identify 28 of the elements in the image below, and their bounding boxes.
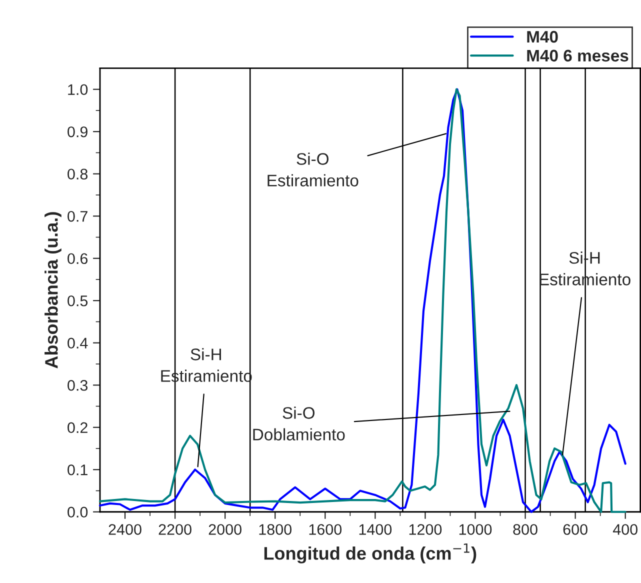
legend-label: M40: [527, 30, 558, 43]
legend-label: M40 6 meses: [527, 50, 628, 62]
y-tick-label: 0.3: [68, 380, 88, 391]
y-tick-label: 0.5: [68, 295, 88, 306]
y-tick-label: 0.2: [68, 422, 88, 434]
y-tick-label: 0.6: [68, 253, 88, 264]
x-tick-label: 1000: [459, 524, 492, 535]
x-tick-label: 800: [513, 524, 538, 535]
x-tick-label: 1800: [259, 524, 292, 535]
x-axis-title: Longitud de onda (cm$^{−1}$): [264, 543, 476, 564]
y-tick-label: 0.0: [68, 506, 88, 518]
y-tick-label: 1.0: [68, 84, 88, 96]
y-tick-label: 0.4: [68, 338, 88, 349]
y-axis-title: Absorbancia (u.a.): [44, 212, 62, 368]
x-tick-label: 400: [612, 524, 638, 535]
x-tick-label: 1600: [309, 524, 342, 535]
x-tick-label: 2200: [158, 524, 192, 535]
x-tick-label: 2000: [208, 524, 242, 535]
x-tick-label: 1200: [409, 524, 442, 535]
x-tick-label: 1400: [359, 524, 392, 535]
x-tick-label: 600: [563, 524, 588, 535]
y-tick-label: 0.7: [68, 210, 88, 222]
y-tick-label: 0.1: [68, 464, 88, 476]
annotation: Si-O Doblamiento: [253, 406, 345, 440]
y-tick-label: 0.9: [68, 126, 88, 138]
annotation: Si-O Estiramiento: [268, 152, 358, 186]
y-tick-label: 0.8: [68, 168, 88, 180]
x-tick-label: 2400: [108, 524, 142, 535]
